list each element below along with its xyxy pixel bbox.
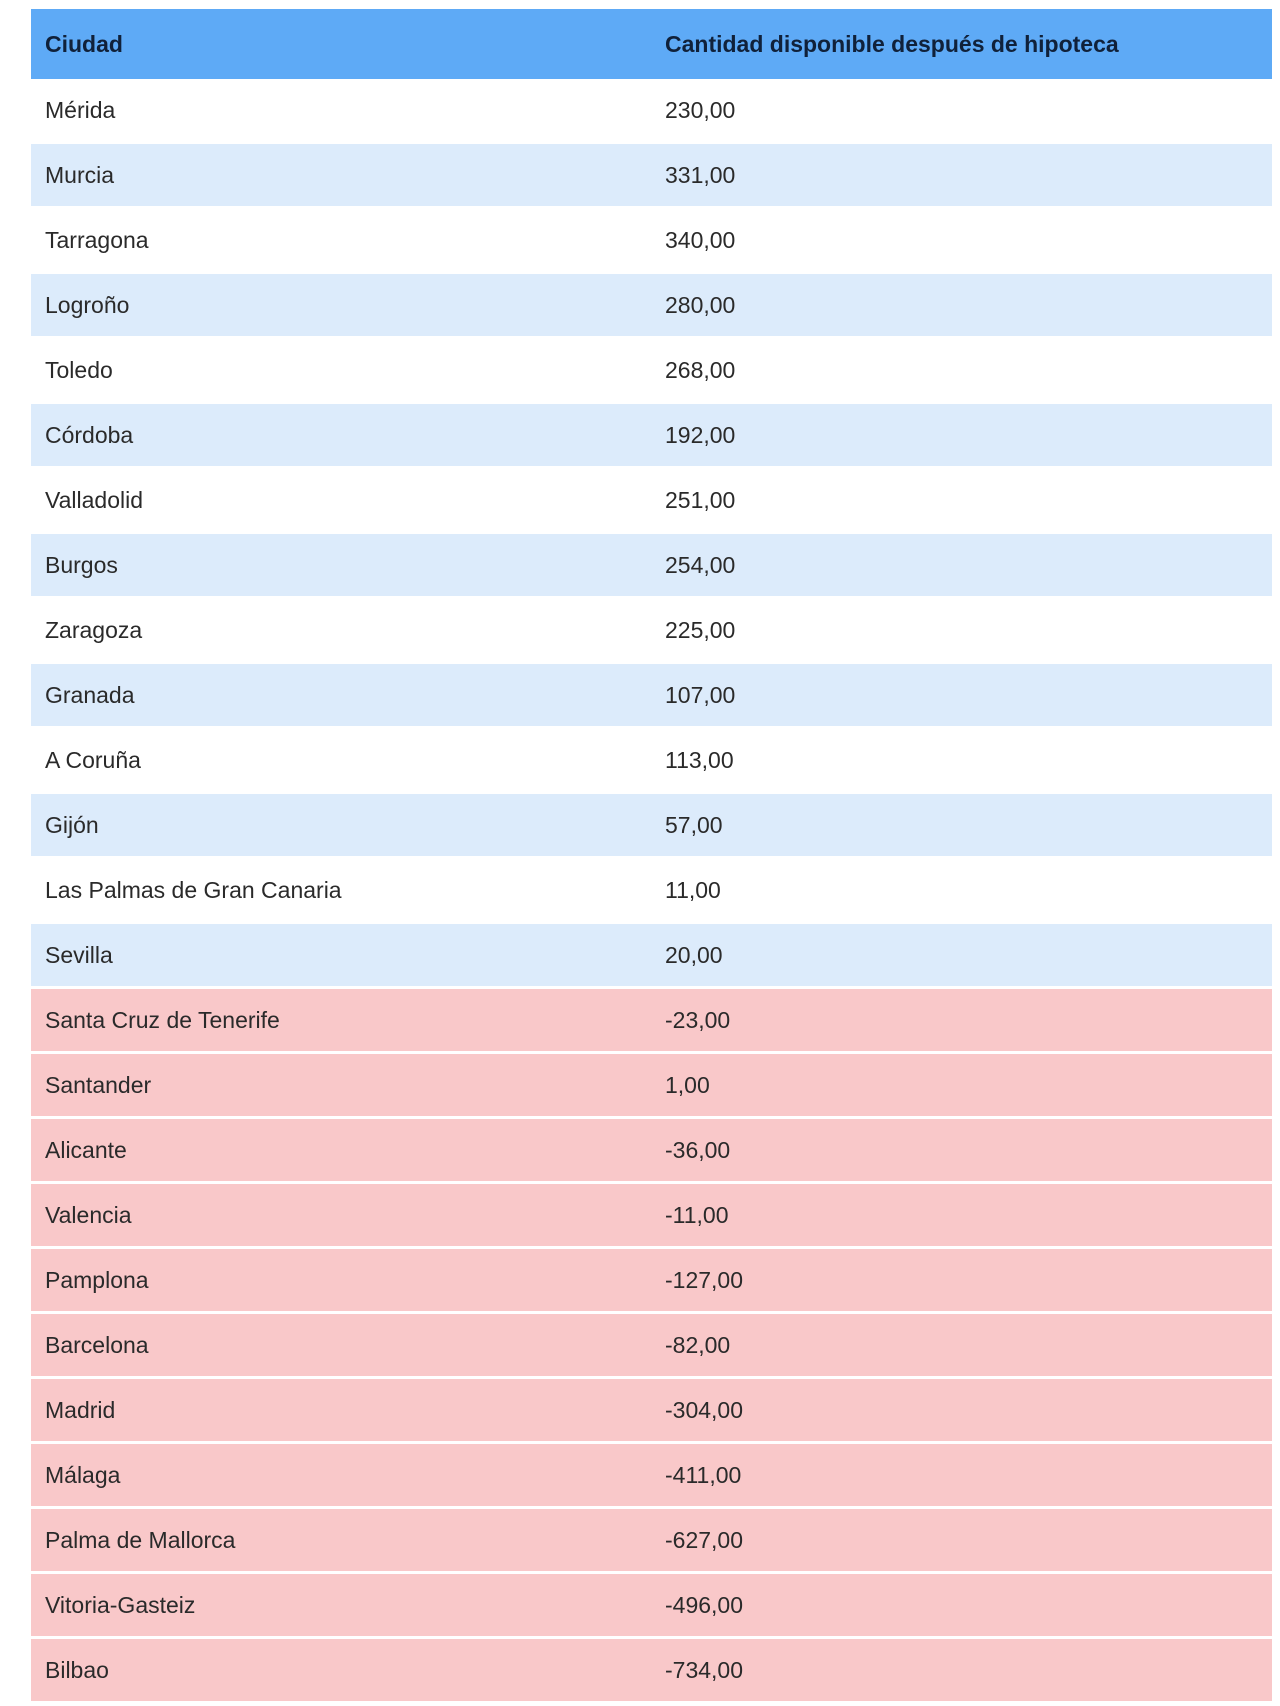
amount-cell: -411,00 <box>665 1461 742 1488</box>
table-row: Pamplona -127,00 <box>31 1249 1272 1311</box>
city-cell: Valencia <box>45 1201 132 1228</box>
table-header: Ciudad Cantidad disponible después de hi… <box>31 9 1272 79</box>
amount-cell: -11,00 <box>665 1201 729 1228</box>
table-row: Mérida 230,00 <box>31 79 1272 141</box>
table-row: Las Palmas de Gran Canaria 11,00 <box>31 859 1272 921</box>
city-cell: Madrid <box>45 1396 116 1423</box>
amount-cell: -734,00 <box>665 1656 744 1683</box>
table-body: Mérida 230,00 Murcia 331,00 Tarragona 340,00 L… <box>31 79 1272 1701</box>
amount-cell: 107,00 <box>665 681 736 708</box>
amount-cell: -23,00 <box>665 1006 731 1033</box>
table-row: Sevilla 20,00 <box>31 924 1272 986</box>
city-cell: Palma de Mallorca <box>45 1526 236 1553</box>
city-cell: Santander <box>45 1071 152 1098</box>
table-row: Burgos 254,00 <box>31 534 1272 596</box>
table-row: Zaragoza 225,00 <box>31 599 1272 661</box>
table-row: Tarragona 340,00 <box>31 209 1272 271</box>
city-cell: Granada <box>45 681 135 708</box>
city-cell: Toledo <box>45 356 113 383</box>
city-mortgage-table: Ciudad Cantidad disponible después de hi… <box>31 9 1272 1704</box>
amount-cell: 57,00 <box>665 811 723 838</box>
city-cell: Málaga <box>45 1461 121 1488</box>
amount-cell: 225,00 <box>665 616 736 643</box>
amount-cell: 192,00 <box>665 421 736 448</box>
amount-cell: 11,00 <box>665 876 721 903</box>
table-row: Valladolid 251,00 <box>31 469 1272 531</box>
table-row: Logroño 280,00 <box>31 274 1272 336</box>
city-cell: Alicante <box>45 1136 127 1163</box>
city-cell: Burgos <box>45 551 118 578</box>
city-cell: Las Palmas de Gran Canaria <box>45 876 342 903</box>
table-row: Santander 1,00 <box>31 1054 1272 1116</box>
amount-cell: 340,00 <box>665 226 736 253</box>
amount-cell: 20,00 <box>665 941 723 968</box>
city-cell: Bilbao <box>45 1656 109 1683</box>
table-row: Barcelona -82,00 <box>31 1314 1272 1376</box>
amount-cell: 113,00 <box>665 746 734 773</box>
table-row: Madrid -304,00 <box>31 1379 1272 1441</box>
amount-cell: 230,00 <box>665 96 736 123</box>
header-amount: Cantidad disponible después de hipoteca <box>665 30 1119 57</box>
table-row: Valencia -11,00 <box>31 1184 1272 1246</box>
table-row: Granada 107,00 <box>31 664 1272 726</box>
city-cell: Murcia <box>45 161 115 188</box>
header-city: Ciudad <box>45 30 123 57</box>
city-cell: Tarragona <box>45 226 149 253</box>
table-row: Gijón 57,00 <box>31 794 1272 856</box>
city-cell: Córdoba <box>45 421 134 448</box>
amount-cell: -127,00 <box>665 1266 744 1293</box>
table-row: Santa Cruz de Tenerife -23,00 <box>31 989 1272 1051</box>
amount-cell: 268,00 <box>665 356 736 383</box>
table-row: Bilbao -734,00 <box>31 1639 1272 1701</box>
city-cell: Zaragoza <box>45 616 143 643</box>
city-cell: Mérida <box>45 96 116 123</box>
table-row: Córdoba 192,00 <box>31 404 1272 466</box>
amount-cell: 254,00 <box>665 551 736 578</box>
table-row: Murcia 331,00 <box>31 144 1272 206</box>
table-row: Toledo 268,00 <box>31 339 1272 401</box>
city-cell: Pamplona <box>45 1266 149 1293</box>
city-cell: Logroño <box>45 291 130 318</box>
city-cell: Gijón <box>45 811 99 838</box>
table-row: Vitoria-Gasteiz -496,00 <box>31 1574 1272 1636</box>
city-cell: Santa Cruz de Tenerife <box>45 1006 280 1033</box>
table-row: Palma de Mallorca -627,00 <box>31 1509 1272 1571</box>
amount-cell: 280,00 <box>665 291 736 318</box>
table-row: Alicante -36,00 <box>31 1119 1272 1181</box>
amount-cell: 331,00 <box>665 161 736 188</box>
amount-cell: 251,00 <box>665 486 736 513</box>
amount-cell: 1,00 <box>665 1071 710 1098</box>
amount-cell: -36,00 <box>665 1136 731 1163</box>
amount-cell: -627,00 <box>665 1526 744 1553</box>
city-cell: Vitoria-Gasteiz <box>45 1591 196 1618</box>
amount-cell: -82,00 <box>665 1331 731 1358</box>
city-cell: A Coruña <box>45 746 141 773</box>
city-cell: Valladolid <box>45 486 144 513</box>
amount-cell: -496,00 <box>665 1591 744 1618</box>
table-row: Málaga -411,00 <box>31 1444 1272 1506</box>
city-cell: Barcelona <box>45 1331 149 1358</box>
amount-cell: -304,00 <box>665 1396 744 1423</box>
city-cell: Sevilla <box>45 941 113 968</box>
table-row: A Coruña 113,00 <box>31 729 1272 791</box>
